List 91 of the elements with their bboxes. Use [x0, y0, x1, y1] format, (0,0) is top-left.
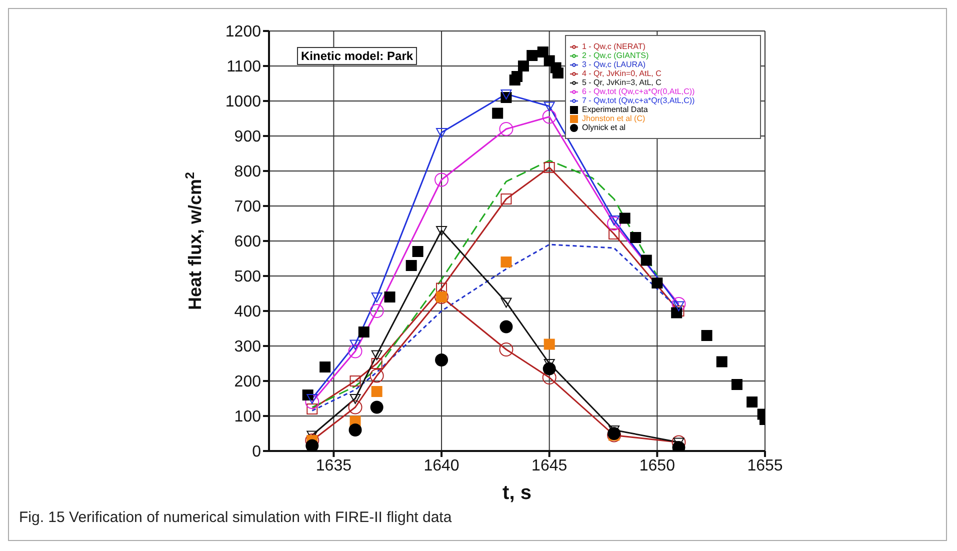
point — [499, 122, 514, 136]
point — [436, 128, 448, 138]
legend-label: Olynick et al — [582, 123, 626, 132]
point — [348, 344, 362, 358]
y-tick-label: 0 — [252, 444, 262, 461]
point — [619, 212, 630, 224]
point — [320, 362, 331, 372]
point — [673, 301, 684, 312]
point — [492, 108, 504, 119]
y-tick-label: 300 — [234, 338, 262, 356]
point — [306, 394, 318, 404]
y-tick-label: 200 — [234, 374, 262, 391]
point — [371, 386, 382, 397]
y-tick-label: 600 — [234, 234, 262, 251]
legend-label: 1 - Qw,c (NERAT) — [582, 42, 646, 51]
point — [672, 297, 686, 311]
point — [435, 354, 448, 366]
y-tick-label: 400 — [234, 304, 262, 321]
point — [500, 256, 512, 268]
point — [542, 110, 556, 124]
point — [384, 292, 396, 302]
point — [526, 50, 538, 61]
point — [500, 194, 512, 204]
point — [630, 232, 642, 243]
point — [350, 376, 361, 386]
x-axis-title: t, s — [502, 482, 532, 504]
point — [537, 46, 548, 58]
point — [371, 350, 382, 360]
legend-label: Experimental Data — [582, 105, 648, 114]
x-tick-label: 1645 — [532, 457, 568, 474]
point — [518, 60, 529, 72]
point — [500, 90, 512, 100]
point — [350, 394, 361, 404]
legend-label: 7 - Qw,tot (Qw,c+a*Qr(3,AtL,C)) — [582, 96, 695, 105]
point — [500, 320, 513, 334]
point — [348, 400, 362, 414]
point — [348, 424, 362, 436]
point — [436, 282, 448, 294]
y-tick-label: 800 — [234, 164, 262, 181]
point — [436, 226, 448, 236]
legend-label: 6 - Qw,tot (Qw,c+a*Qr(0,AtL,C)) — [582, 87, 695, 96]
point — [412, 246, 424, 257]
point — [371, 358, 382, 369]
point — [701, 330, 712, 341]
x-tick-label: 1640 — [424, 457, 460, 474]
y-tick-label: 500 — [234, 268, 262, 286]
point — [370, 368, 384, 383]
y-tick-label: 700 — [234, 198, 262, 216]
point — [358, 326, 370, 338]
point — [544, 338, 555, 350]
point — [542, 362, 556, 376]
y-tick-label: 1200 — [225, 24, 262, 41]
point — [371, 292, 382, 302]
y-tick-label: 900 — [234, 128, 262, 146]
point — [731, 379, 742, 390]
point — [552, 68, 564, 78]
point — [640, 254, 652, 266]
point — [370, 400, 384, 414]
point — [500, 298, 512, 308]
note-box: Kinetic model: Park — [297, 47, 418, 65]
point — [370, 304, 384, 318]
point — [434, 172, 449, 187]
point — [350, 340, 361, 350]
point — [716, 356, 728, 368]
point — [406, 260, 417, 271]
point — [544, 102, 555, 112]
legend-label: 4 - Qr, JvKin=0, AtL, C — [582, 69, 662, 78]
point — [512, 71, 522, 82]
point — [544, 162, 555, 173]
point — [306, 439, 319, 451]
point — [607, 216, 622, 230]
y-tick-label: 1000 — [225, 94, 262, 111]
legend-label: Jhonston et al (C) — [582, 114, 646, 123]
point — [306, 404, 318, 414]
point — [608, 427, 621, 440]
point — [499, 342, 514, 356]
y-tick-label: 100 — [234, 408, 262, 426]
point — [746, 396, 758, 408]
legend-label: 5 - Qr, JvKin=3, AtL, C — [582, 78, 662, 87]
point — [542, 370, 556, 384]
legend-label: 3 - Qw,c (LAURA) — [582, 60, 646, 69]
point — [608, 216, 620, 226]
x-tick-label: 1650 — [639, 457, 676, 474]
legend-label: 2 - Qw,c (GIANTS) — [582, 51, 649, 60]
caption: Fig. 15 Verification of numerical simulation with FIRE-II flight data — [19, 509, 452, 526]
y-tick-label: 1100 — [226, 58, 262, 76]
point — [305, 395, 320, 409]
point — [608, 228, 620, 240]
point — [652, 278, 663, 288]
x-tick-label: 1635 — [316, 457, 352, 474]
x-tick-label: 1655 — [747, 457, 783, 474]
